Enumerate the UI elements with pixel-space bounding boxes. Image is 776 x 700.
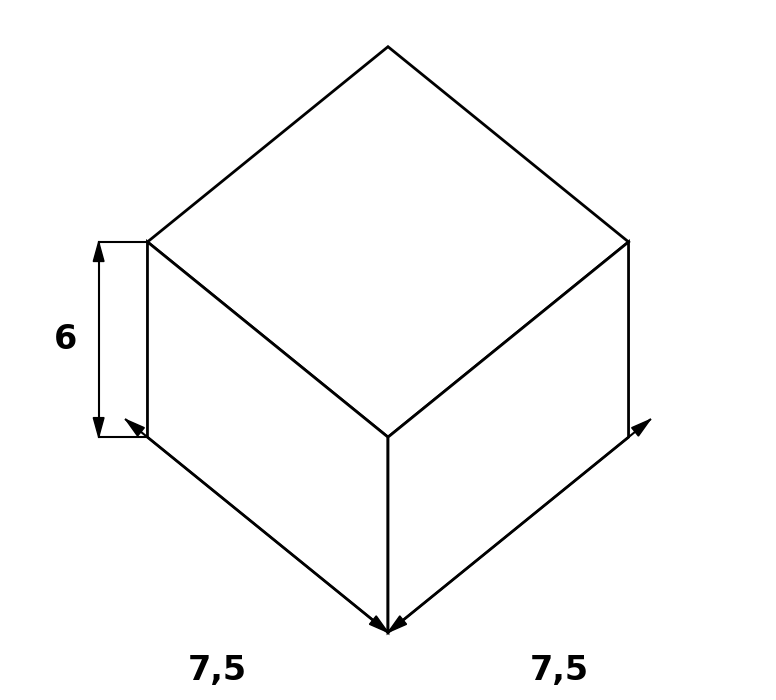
Text: 6: 6 xyxy=(54,323,78,356)
Text: 7,5: 7,5 xyxy=(529,654,588,687)
Polygon shape xyxy=(388,242,629,632)
Polygon shape xyxy=(93,418,104,438)
Text: 7,5: 7,5 xyxy=(188,654,247,687)
Polygon shape xyxy=(632,419,650,436)
Polygon shape xyxy=(369,616,388,632)
Polygon shape xyxy=(147,47,629,438)
Polygon shape xyxy=(147,242,388,632)
Polygon shape xyxy=(93,242,104,262)
Polygon shape xyxy=(388,616,407,632)
Polygon shape xyxy=(126,419,144,436)
